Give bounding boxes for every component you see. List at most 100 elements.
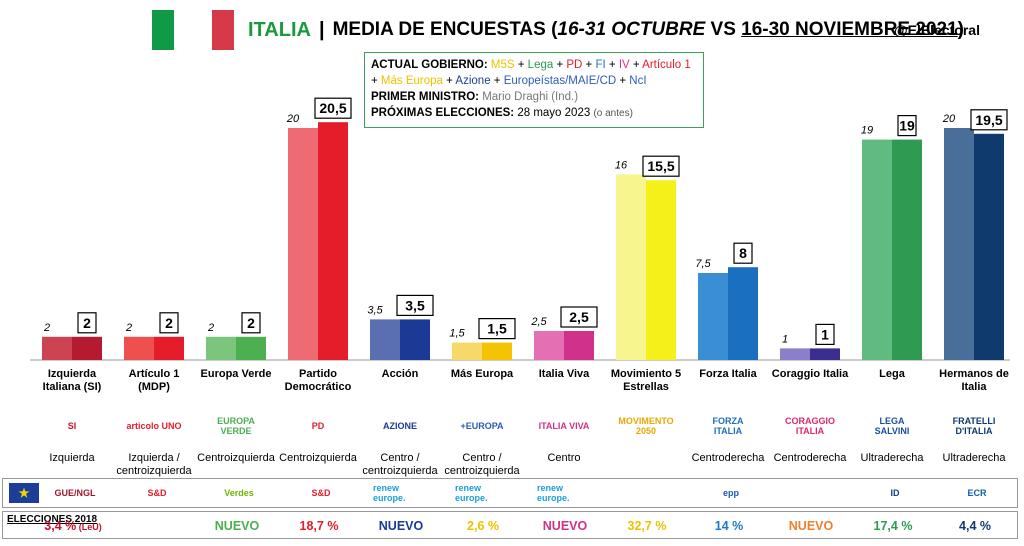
gov-party: Europeístas/MAIE/CD: [503, 75, 617, 87]
data-label-box: [396, 294, 434, 316]
election-2018-result: 2,6 %: [441, 519, 525, 533]
period-a: 16-31 OCTUBRE: [557, 19, 706, 40]
gov-party: PD: [566, 59, 583, 71]
data-label-box: [241, 312, 261, 334]
eu-group-logo: renew europe.: [455, 483, 488, 503]
data-label-curr: 1: [821, 326, 829, 342]
party-logo: AZIONE: [382, 421, 417, 431]
party-ideology: Ultraderecha: [942, 452, 1006, 464]
bar-curr: [154, 336, 184, 360]
party-ideology: Ultraderecha: [860, 452, 924, 464]
data-label-box: [159, 312, 179, 334]
result-value: 17,4 %: [873, 519, 913, 533]
gov-party-separator: +: [582, 59, 596, 71]
election-2018-result: 3,4 % (LeU): [31, 519, 115, 533]
eu-group-logo: ECR: [967, 488, 987, 498]
bar-curr: [564, 331, 594, 360]
bar-curr: [810, 348, 840, 360]
title-prefix: MEDIA DE ENCUESTAS (: [332, 19, 558, 40]
bar-curr: [892, 139, 922, 360]
flag-red-stripe: [212, 10, 234, 50]
data-label-prev: 2: [43, 322, 50, 334]
party-logo: LEGA SALVINI: [874, 416, 910, 436]
bar-prev: [42, 336, 72, 360]
elections-2018-row: ELECCIONES 2018 3,4 % (LeU) NUEVO 18,7 % NU…: [2, 511, 1018, 539]
gov-parties: M5S + Lega + PD + FI + IV + Artículo 1 +…: [371, 59, 691, 87]
gov-party-separator: +: [371, 75, 381, 87]
pm-label: PRIMER MINISTRO:: [371, 91, 479, 103]
data-label-box: [897, 114, 917, 137]
party-logo: EUROPA VERDE: [217, 416, 255, 436]
party-name: Más Europa: [450, 368, 514, 380]
party-name: Europa Verde: [200, 368, 272, 380]
gov-party-separator: +: [514, 59, 528, 71]
election-2018-result: NUEVO: [769, 519, 853, 533]
data-label-curr: 19,5: [975, 112, 1002, 128]
title-text: MEDIA DE ENCUESTAS (16-31 OCTUBRE VS 16-…: [333, 19, 964, 41]
data-label-prev: 2: [207, 322, 214, 334]
gov-party: Azione: [455, 75, 491, 87]
party-ideology: Centro / centroizquierda: [444, 452, 520, 477]
gov-party: M5S: [490, 59, 515, 71]
party-name: Italia Viva: [538, 368, 590, 380]
party-logo: articolo UNO: [126, 421, 182, 431]
bar-curr: [482, 342, 512, 360]
eu-group-logo: Verdes: [224, 488, 254, 498]
party-name: Artículo 1 (MDP): [128, 368, 180, 393]
party-name: Coraggio Italia: [771, 368, 849, 380]
data-label-prev: 1: [782, 333, 788, 345]
party-name: Acción: [381, 368, 419, 380]
data-label-prev: 16: [615, 159, 628, 171]
elections-note: (o antes): [593, 108, 633, 119]
bar-curr: [318, 122, 348, 360]
bar-prev: [944, 128, 974, 360]
data-label-curr: 8: [739, 245, 747, 261]
data-label-curr: 1,5: [487, 321, 507, 337]
elections-value: 28 mayo 2023: [517, 107, 591, 119]
eu-group-logo: ID: [890, 488, 900, 498]
bar-prev: [780, 348, 810, 360]
eu-group-logo: renew europe.: [373, 483, 406, 503]
gov-party-separator: +: [616, 75, 630, 87]
party-logo: FRATELLI D'ITALIA: [952, 416, 996, 436]
party-ideology: Centroderecha: [691, 452, 765, 464]
bar-prev: [452, 342, 482, 360]
data-label-box: [815, 323, 835, 345]
election-2018-result: 17,4 %: [851, 519, 935, 533]
bar-curr: [400, 319, 430, 360]
data-label-prev: 19: [861, 125, 873, 137]
gov-party: Más Europa: [380, 75, 443, 87]
election-2018-result: NUEVO: [195, 519, 279, 533]
data-label-box: [560, 306, 598, 328]
result-value: 2,6 %: [467, 519, 499, 533]
gov-party: Lega: [527, 59, 554, 71]
party-logo: CORAGGIO ITALIA: [784, 416, 835, 436]
elections-label: PRÓXIMAS ELECCIONES:: [371, 107, 515, 119]
data-label-prev: 2: [125, 322, 132, 334]
gov-party-separator: +: [629, 59, 643, 71]
eu-group-logo: epp: [722, 488, 739, 498]
title-vs: VS: [705, 19, 742, 40]
result-value: NUEVO: [542, 519, 588, 533]
result-value: 14 %: [714, 519, 744, 533]
gov-label: ACTUAL GOBIERNO:: [371, 59, 488, 71]
data-label-prev: 2,5: [530, 316, 547, 328]
flag-green-stripe: [152, 10, 174, 50]
data-label-curr: 2,5: [569, 309, 589, 325]
bar-curr: [236, 336, 266, 360]
data-label-prev: 1,5: [449, 328, 465, 340]
result-value: NUEVO: [788, 519, 834, 533]
bar-curr: [72, 336, 102, 360]
election-2018-result: NUEVO: [523, 519, 607, 533]
data-label-box: [733, 242, 753, 264]
data-label-box: [478, 318, 516, 340]
result-value: 3,4 %: [44, 519, 77, 533]
gov-party: Artículo 1: [642, 59, 691, 71]
eu-group-logo: S&D: [147, 488, 167, 498]
page-title: ITALIA | MEDIA DE ENCUESTAS (16-31 OCTUB…: [152, 10, 964, 50]
data-label-curr: 19: [899, 118, 915, 134]
party-name: Partido Democrático: [284, 368, 352, 393]
bar-prev: [288, 128, 318, 360]
gov-party: NcI: [629, 75, 647, 87]
election-2018-result: 32,7 %: [605, 519, 689, 533]
